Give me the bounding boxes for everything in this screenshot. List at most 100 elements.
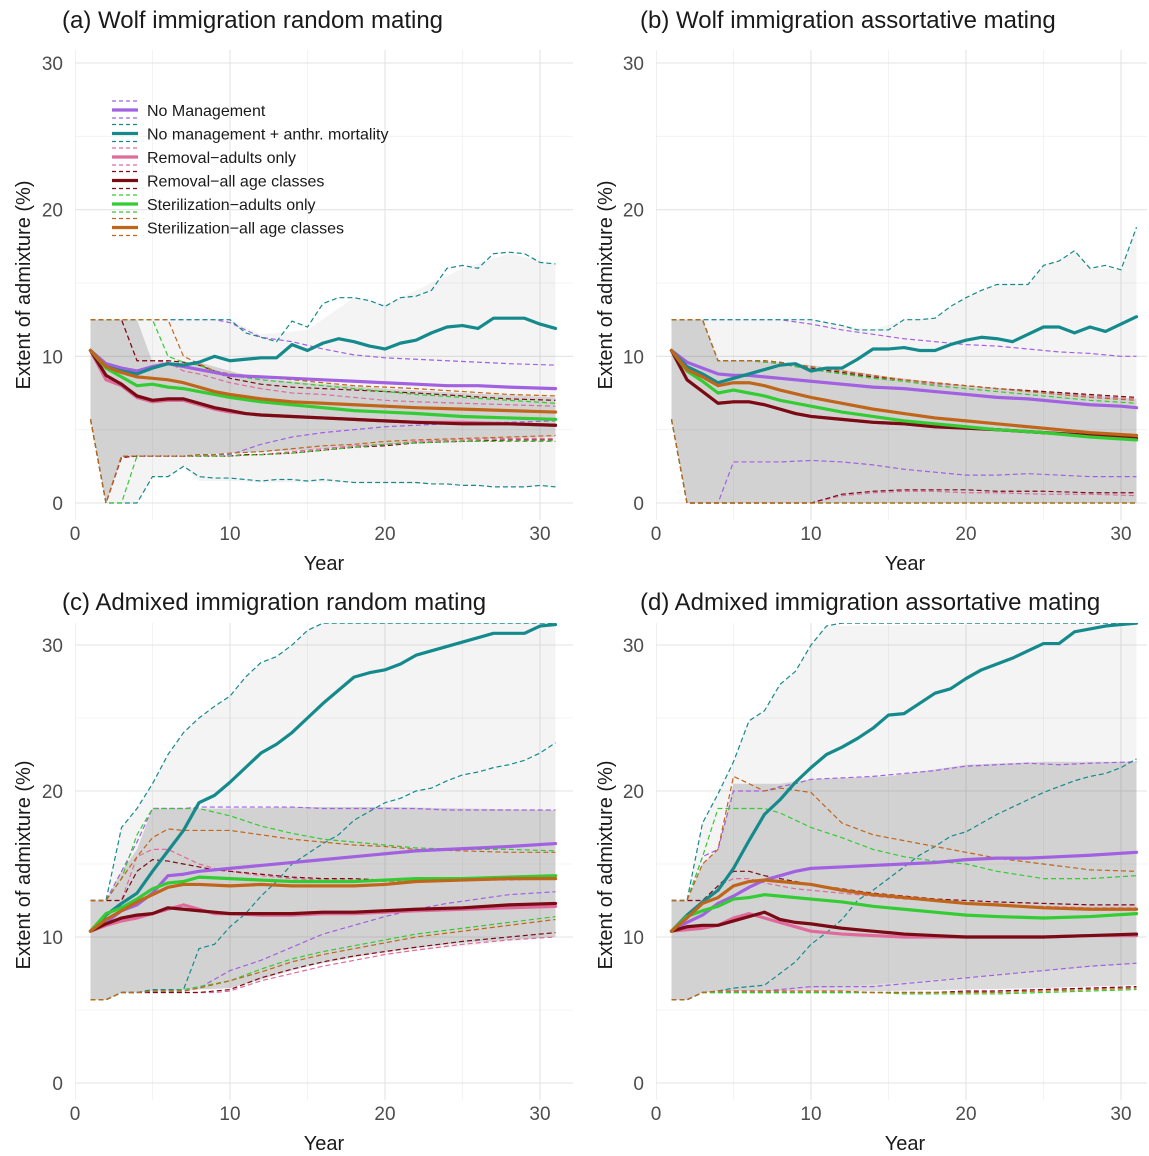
series-nmam-lower-bound xyxy=(89,419,556,504)
legend-label: Sterilization−all age classes xyxy=(147,221,344,238)
series-none-lower-bound xyxy=(670,419,1137,504)
x-tick-label: 0 xyxy=(651,524,662,545)
panel-b: (b) Wolf immigration assortative mating … xyxy=(595,7,1147,575)
series-nmam-upper-bound xyxy=(90,623,556,902)
legend-label: Sterilization−adults only xyxy=(147,197,316,214)
y-tick-label: 10 xyxy=(623,347,644,368)
series-nmam-upper-bound xyxy=(90,251,556,343)
series-ster_all-line xyxy=(88,876,558,933)
x-axis-title: Year xyxy=(304,1133,345,1155)
y-tick-label: 30 xyxy=(623,54,644,75)
x-axis-title: Year xyxy=(885,1133,926,1155)
y-tick-label: 20 xyxy=(42,782,63,803)
series-nmam-line xyxy=(669,623,1139,933)
x-tick-label: 20 xyxy=(955,524,976,545)
x-tick-label: 0 xyxy=(651,1104,662,1125)
series-ster_all-upper-bound xyxy=(90,319,556,397)
y-axis-title: Extent of admixture (%) xyxy=(595,181,617,390)
legend-item-rem_all: Removal−all age classes xyxy=(112,170,324,191)
series-rem_all-line xyxy=(88,348,558,427)
x-tick-label: 0 xyxy=(70,1104,81,1125)
x-tick-label: 10 xyxy=(219,524,240,545)
series-ster_all-line xyxy=(88,348,558,414)
x-tick-label: 30 xyxy=(529,1104,550,1125)
series-nmam-upper-bound xyxy=(671,623,1137,902)
y-tick-label: 0 xyxy=(633,494,644,515)
x-tick-label: 10 xyxy=(219,1104,240,1125)
panel-title: (b) Wolf immigration assortative mating xyxy=(640,7,1056,34)
panel-a: (a) Wolf immigration random mating Year … xyxy=(13,7,573,575)
series-ster_ad-line xyxy=(88,348,558,421)
series-nmam-line xyxy=(669,315,1139,385)
panel-title: (c) Admixed immigration random mating xyxy=(62,589,486,616)
series-none-line xyxy=(88,348,558,391)
series-rem_all-line xyxy=(88,901,558,933)
series-nmam-lower-bound xyxy=(90,742,556,1001)
legend-item-rem_ad: Removal−adults only xyxy=(112,147,296,167)
legend-label: No management + anthr. mortality xyxy=(147,127,388,144)
series-ster_all-line xyxy=(669,348,1139,438)
x-tick-label: 30 xyxy=(1110,1104,1131,1125)
x-axis-title: Year xyxy=(304,553,345,575)
series-nmam-line xyxy=(88,623,558,933)
panel-c: (c) Admixed immigration random mating Ye… xyxy=(13,589,573,1155)
panel-title: (d) Admixed immigration assortative mati… xyxy=(640,589,1100,616)
series-ster_ad-lower-bound xyxy=(671,988,1137,1001)
y-tick-label: 0 xyxy=(633,1074,644,1095)
legend-label: Removal−adults only xyxy=(147,150,296,167)
x-tick-label: 0 xyxy=(70,524,81,545)
x-tick-label: 10 xyxy=(800,1104,821,1125)
ribbon-narrow xyxy=(90,319,556,503)
series-none-line xyxy=(669,348,1139,410)
series-none-upper-bound xyxy=(90,806,556,902)
series-rem_ad-upper-bound xyxy=(90,319,556,407)
y-tick-label: 0 xyxy=(52,494,63,515)
x-tick-label: 30 xyxy=(1110,524,1131,545)
series-ster_ad-upper-bound xyxy=(90,319,556,404)
series-nmam-line xyxy=(88,316,558,376)
series-ster_ad-upper-bound xyxy=(671,807,1137,902)
series-nmam-upper-bound xyxy=(671,227,1138,331)
panel-d: (d) Admixed immigration assortative mati… xyxy=(595,589,1147,1155)
x-axis-title: Year xyxy=(885,553,926,575)
y-tick-label: 30 xyxy=(623,636,644,657)
series-rem_all-upper-bound xyxy=(90,319,556,401)
y-axis-title: Extent of admixture (%) xyxy=(13,181,35,390)
series-ster_ad-line xyxy=(669,348,1139,442)
series-ster_ad-line xyxy=(88,874,558,933)
y-tick-label: 20 xyxy=(42,201,63,222)
y-tick-label: 30 xyxy=(42,636,63,657)
y-tick-label: 20 xyxy=(623,782,644,803)
series-ster_ad-line xyxy=(669,893,1139,933)
y-axis-title: Extent of admixture (%) xyxy=(595,761,617,970)
legend-label: Removal−all age classes xyxy=(147,174,324,191)
legend-item-ster_all: Sterilization−all age classes xyxy=(112,217,344,238)
y-tick-label: 30 xyxy=(42,54,63,75)
series-ster_all-upper-bound xyxy=(671,319,1137,401)
legend: No Management No management + anthr. mort… xyxy=(112,100,388,238)
y-tick-label: 10 xyxy=(42,928,63,949)
x-tick-label: 20 xyxy=(374,524,395,545)
series-rem_all-line xyxy=(669,910,1139,939)
series-none-line xyxy=(669,850,1139,933)
y-tick-label: 10 xyxy=(623,928,644,949)
x-tick-label: 30 xyxy=(529,524,550,545)
ribbon-wide xyxy=(90,623,556,1000)
y-axis-title: Extent of admixture (%) xyxy=(13,761,35,970)
x-tick-label: 10 xyxy=(800,524,821,545)
panel-title: (a) Wolf immigration random mating xyxy=(62,7,443,34)
x-tick-label: 20 xyxy=(955,1104,976,1125)
series-none-line xyxy=(88,841,558,933)
series-ster_ad-upper-bound xyxy=(90,807,556,902)
series-ster_all-lower-bound xyxy=(671,987,1137,1001)
legend-label: No Management xyxy=(147,103,266,120)
ribbon-wide xyxy=(671,227,1137,503)
series-none-upper-bound xyxy=(671,761,1137,902)
series-ster_all-line xyxy=(669,878,1139,933)
ribbon-narrow xyxy=(90,807,556,1000)
legend-item-none: No Management xyxy=(112,100,266,120)
ribbon-narrow xyxy=(671,761,1137,1000)
series-ster_ad-lower-bound xyxy=(89,419,556,504)
y-tick-label: 20 xyxy=(623,201,644,222)
